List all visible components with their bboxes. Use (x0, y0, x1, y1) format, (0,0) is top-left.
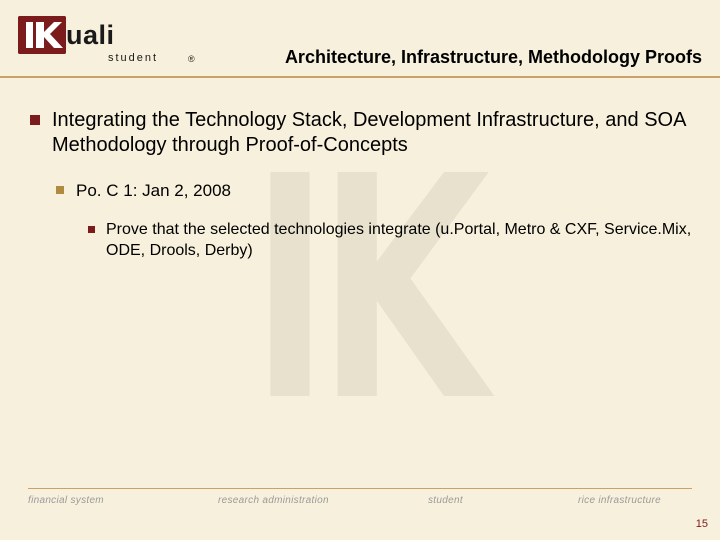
slide-footer: financial system research administration… (28, 488, 692, 506)
logo-registered: ® (188, 54, 195, 64)
footer-item-student: student (428, 495, 578, 506)
slide-header: uali student ® Architecture, Infrastruct… (0, 0, 720, 78)
bullet-level-1: Integrating the Technology Stack, Develo… (28, 108, 692, 158)
bullet-level-2: Po. C 1: Jan 2, 2008 (56, 180, 692, 202)
footer-item-financial: financial system (28, 495, 218, 506)
bullet-level-3: Prove that the selected technologies int… (88, 220, 692, 262)
page-number: 15 (696, 518, 708, 530)
logo-k-mark (18, 16, 66, 54)
slide-title: Architecture, Infrastructure, Methodolog… (285, 47, 702, 68)
footer-item-rice: rice infrastructure (578, 495, 692, 506)
kuali-logo: uali student ® (18, 16, 193, 70)
logo-sub-text: student (108, 52, 158, 64)
logo-brand-text: uali (66, 20, 115, 51)
slide-content: Integrating the Technology Stack, Develo… (0, 78, 720, 262)
footer-item-research: research administration (218, 495, 428, 506)
